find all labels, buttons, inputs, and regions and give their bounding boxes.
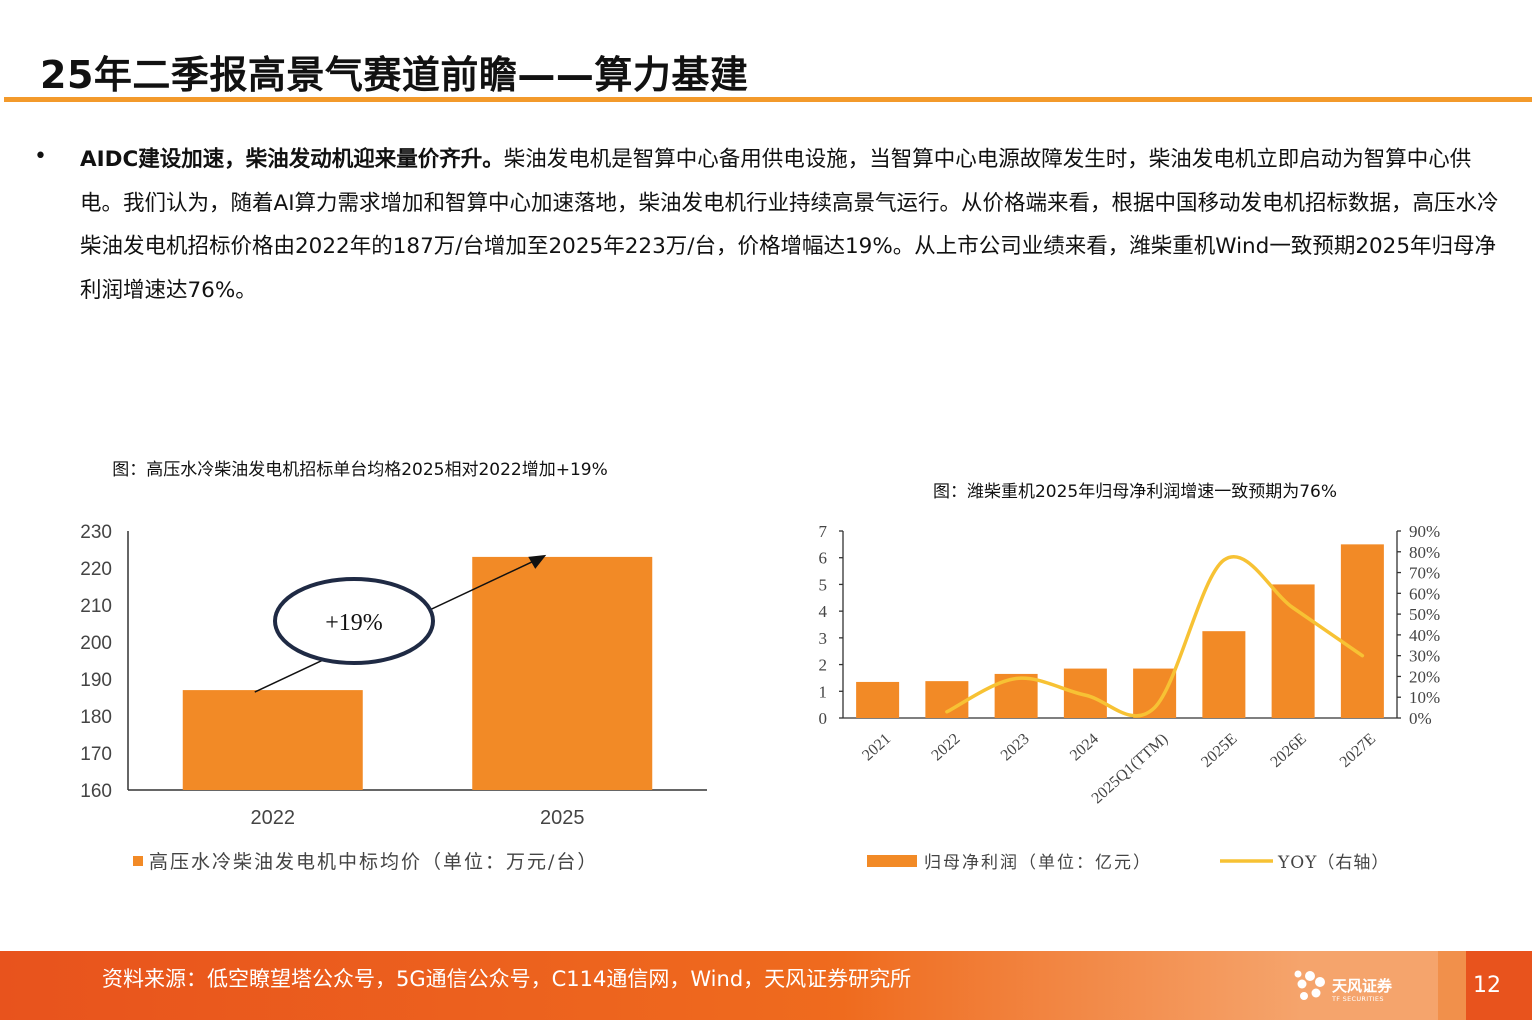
growth-arrowhead [528, 554, 547, 569]
x-tick-label: 2022 [928, 730, 963, 764]
x-tick-label: 2021 [859, 730, 894, 764]
right-tick-label: 90% [1409, 522, 1440, 541]
x-tick-label: 2023 [998, 730, 1033, 764]
y-tick-label: 190 [80, 670, 112, 691]
title-divider [4, 97, 1532, 102]
footer-bar [0, 951, 1532, 1020]
bar [1340, 544, 1384, 718]
legend-bar-label: 归母净利润（单位：亿元） [924, 853, 1152, 873]
bar [472, 556, 653, 790]
legend-bar-swatch [867, 855, 917, 867]
y-tick-label: 220 [80, 559, 112, 580]
left-tick-label: 0 [819, 709, 828, 728]
x-tick-label: 2025E [1198, 730, 1240, 771]
body-text: 柴油发电机是智算中心备用供电设施，当智算中心电源故障发生时，柴油发电机立即启动为… [80, 147, 1499, 303]
right-tick-label: 40% [1409, 626, 1440, 645]
y-tick-label: 210 [80, 596, 112, 617]
body-paragraph: AIDC建设加速，柴油发动机迎来量价齐升。柴油发电机是智算中心备用供电设施，当智… [80, 138, 1510, 312]
y-tick-label: 200 [80, 633, 112, 654]
y-tick-label: 180 [80, 707, 112, 728]
x-tick-label: 2025 [540, 807, 585, 829]
bullet-marker: • [34, 144, 47, 169]
x-tick-label: 2026E [1267, 730, 1309, 771]
footer-source: 资料来源：低空瞭望塔公众号，5G通信公众号，C114通信网，Wind，天风证券研… [102, 967, 912, 991]
chart1-title: 图：高压水冷柴油发电机招标单台均格2025相对2022增加+19% [112, 460, 608, 480]
right-tick-label: 10% [1409, 688, 1440, 707]
growth-ellipse [273, 577, 435, 665]
left-tick-label: 1 [819, 682, 828, 701]
lead-sentence: AIDC建设加速，柴油发动机迎来量价齐升。 [80, 147, 504, 172]
legend-line-label: YOY（右轴） [1277, 853, 1389, 873]
tf-flower-logo-icon [1294, 970, 1325, 1000]
right-tick-label: 0% [1409, 709, 1432, 728]
x-tick-label: 2024 [1067, 730, 1102, 764]
left-tick-label: 7 [819, 522, 828, 541]
left-tick-label: 5 [819, 575, 828, 594]
page-box-inner [1466, 951, 1532, 1020]
left-tick-label: 2 [819, 656, 828, 675]
right-tick-label: 80% [1409, 543, 1440, 562]
bar [1271, 584, 1315, 718]
legend-swatch [133, 856, 143, 866]
x-tick-label: 2027E [1337, 730, 1379, 771]
right-tick-label: 50% [1409, 605, 1440, 624]
right-tick-label: 30% [1409, 647, 1440, 666]
left-tick-label: 6 [819, 549, 828, 568]
page-title: 25年二季报高景气赛道前瞻——算力基建 [40, 53, 749, 97]
y-tick-label: 230 [80, 522, 112, 543]
bar [856, 681, 900, 718]
right-tick-label: 20% [1409, 667, 1440, 686]
chart1-price-bar-chart: 160 170 180 190 200 210 220 230 2022 2025 +19% 高压水冷… [80, 522, 707, 873]
right-tick-label: 70% [1409, 564, 1440, 583]
left-tick-label: 3 [819, 629, 828, 648]
x-tick-label: 2022 [251, 807, 296, 829]
chart2-profit-combo-chart: 012345670%10%20%30%40%50%60%70%80%90%202… [819, 522, 1441, 873]
logo-text: 天风证券 [1332, 977, 1393, 995]
bar [1063, 668, 1107, 718]
chart2-title: 图：潍柴重机2025年归母净利润增速一致预期为76% [932, 482, 1338, 502]
bar [182, 690, 363, 790]
legend-label: 高压水冷柴油发电机中标均价（单位：万元/台） [149, 851, 598, 873]
left-tick-label: 4 [819, 602, 828, 621]
growth-label: +19% [325, 610, 383, 636]
page-number: 12 [1473, 973, 1501, 998]
logo-subtext: TF SECURITIES [1332, 995, 1384, 1003]
bar [1133, 668, 1177, 718]
y-tick-label: 170 [80, 744, 112, 765]
right-tick-label: 60% [1409, 584, 1440, 603]
bar [1202, 631, 1246, 718]
yoy-line [945, 555, 1365, 718]
y-tick-label: 160 [80, 781, 112, 802]
